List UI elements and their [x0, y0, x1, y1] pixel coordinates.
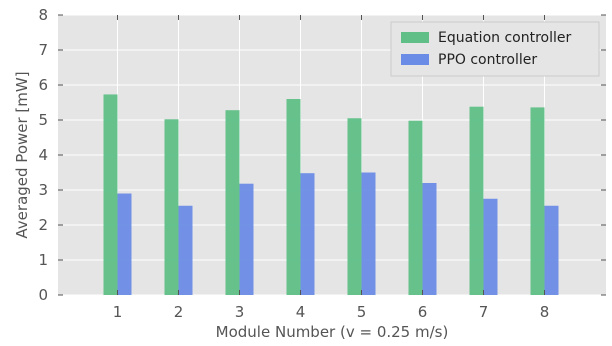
bar-equation-2: [164, 119, 179, 295]
x-tick-label: 8: [540, 303, 550, 321]
x-axis-label: Module Number (v = 0.25 m/s): [216, 323, 449, 341]
bar-equation-3: [225, 110, 240, 295]
x-tick-label: 1: [113, 303, 123, 321]
bar-ppo-5: [361, 172, 376, 295]
x-tick-label: 3: [235, 303, 245, 321]
legend-swatch: [401, 32, 429, 43]
axis-ticks: [58, 14, 606, 296]
x-tick-labels: 1 2 3 4 5 6 7 8: [113, 303, 550, 321]
bar-equation-5: [347, 118, 362, 295]
bar-equation-6: [408, 120, 423, 295]
bar-ppo-6: [422, 183, 437, 295]
x-tick-label: 4: [296, 303, 306, 321]
y-axis-label: Averaged Power [mW]: [13, 71, 31, 238]
bar-ppo-7: [483, 198, 498, 295]
y-tick-label: 0: [38, 286, 48, 304]
legend-label: PPO controller: [438, 52, 537, 68]
legend-swatch: [401, 54, 429, 65]
legend-box: [390, 21, 600, 77]
y-tick-label: 2: [38, 216, 48, 234]
legend: Equation controller PPO controller: [390, 21, 600, 77]
bar-ppo-8: [544, 205, 559, 295]
bar-equation-4: [286, 99, 301, 295]
bar-ppo-2: [178, 205, 193, 295]
y-tick-label: 3: [38, 181, 48, 199]
x-tick-label: 7: [479, 303, 489, 321]
x-tick-label: 6: [418, 303, 428, 321]
bar-ppo-3: [239, 183, 254, 295]
y-tick-label: 1: [38, 251, 48, 269]
legend-label: Equation controller: [438, 30, 571, 46]
bar-ppo-4: [300, 173, 315, 295]
y-tick-label: 7: [38, 41, 48, 59]
bars: [103, 94, 559, 296]
bar-equation-7: [469, 106, 484, 295]
y-tick-label: 6: [38, 76, 48, 94]
bar-ppo-1: [117, 193, 132, 295]
y-tick-labels: 0 1 2 3 4 5 6 7 8: [38, 6, 48, 304]
bar-equation-1: [103, 94, 118, 295]
x-tick-label: 2: [174, 303, 184, 321]
x-tick-label: 5: [357, 303, 367, 321]
y-tick-label: 5: [38, 111, 48, 129]
y-tick-label: 4: [38, 146, 48, 164]
y-tick-label: 8: [38, 6, 48, 24]
bar-equation-8: [530, 107, 545, 296]
